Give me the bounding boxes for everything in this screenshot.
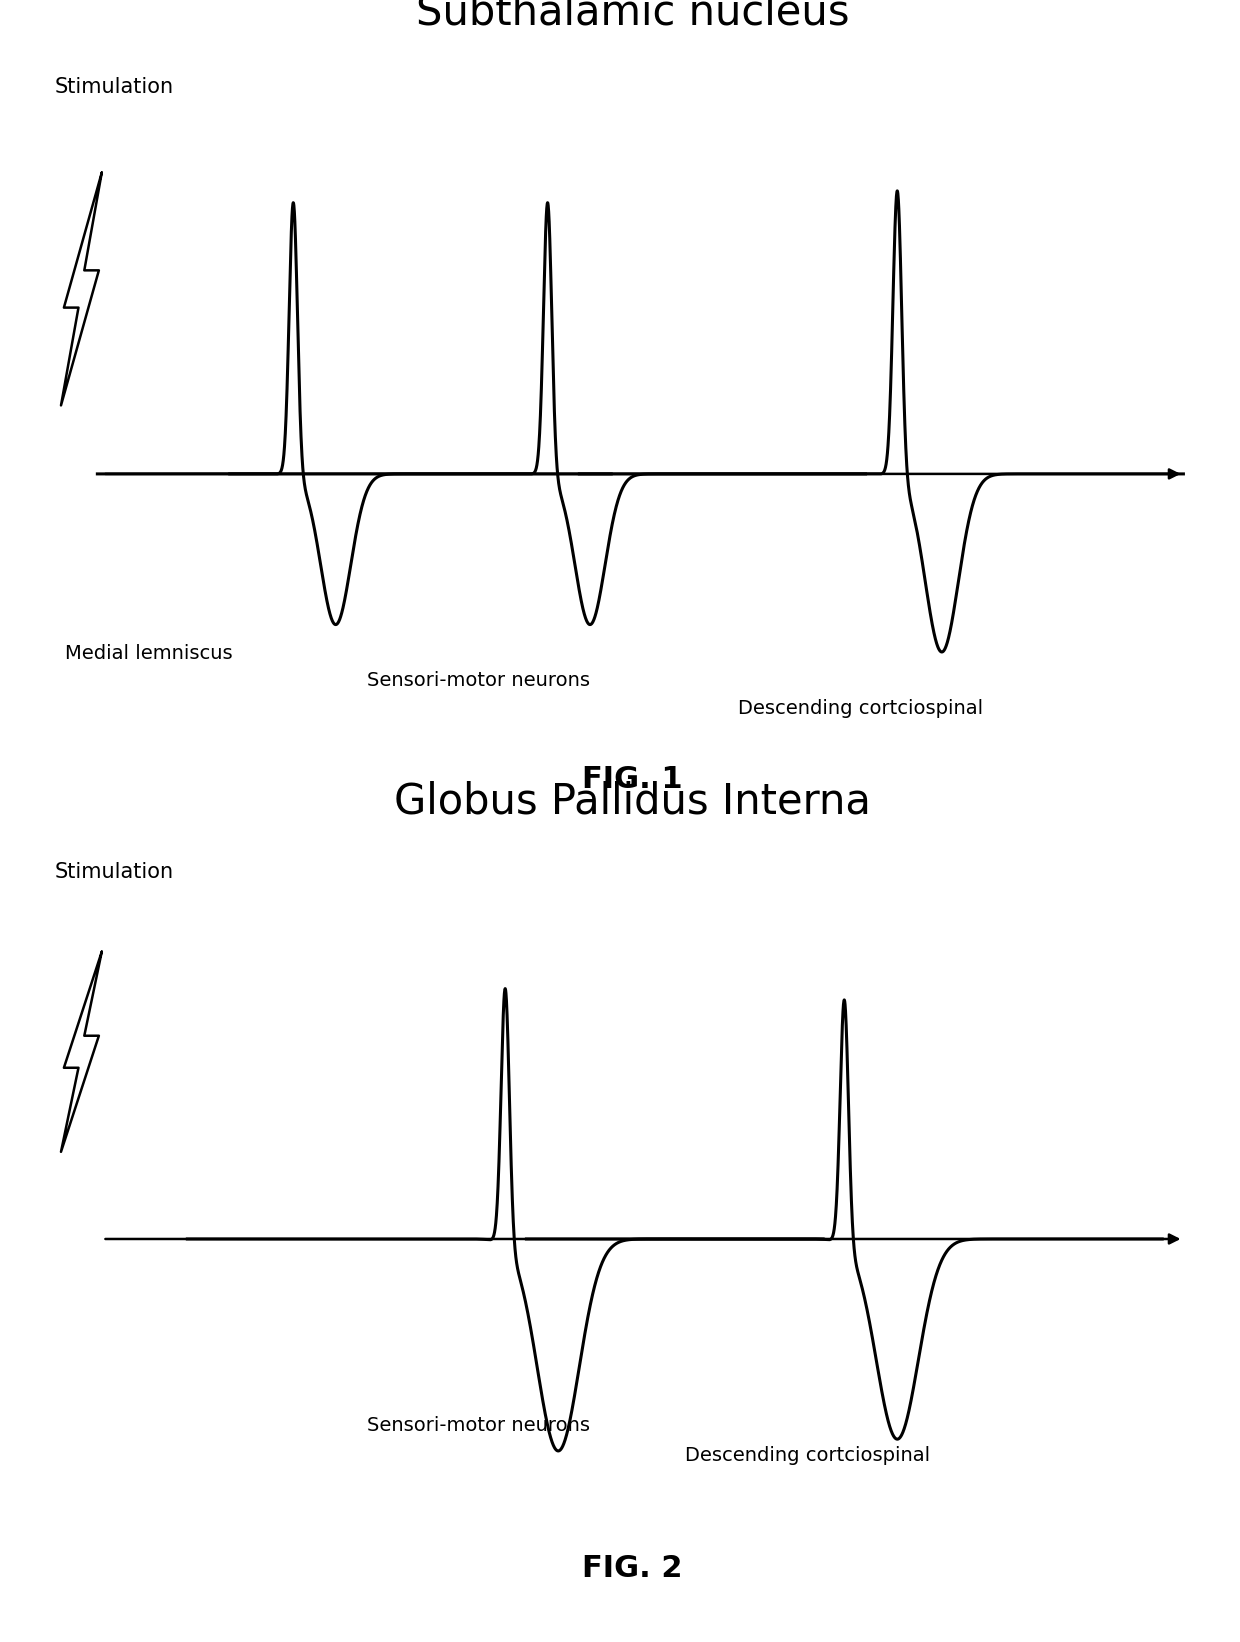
Text: Medial lemniscus: Medial lemniscus (66, 644, 233, 663)
Title: Globus Pallidus Interna: Globus Pallidus Interna (394, 780, 870, 823)
Text: Descending cortciospinal: Descending cortciospinal (738, 698, 983, 718)
Text: FIG. 2: FIG. 2 (582, 1555, 683, 1583)
Text: Sensori-motor neurons: Sensori-motor neurons (367, 672, 590, 690)
Text: Stimulation: Stimulation (55, 862, 174, 882)
Text: FIG. 1: FIG. 1 (582, 765, 683, 795)
Text: Sensori-motor neurons: Sensori-motor neurons (367, 1415, 590, 1435)
Text: Descending cortciospinal: Descending cortciospinal (686, 1447, 930, 1465)
Title: Subthalamic nucleus: Subthalamic nucleus (415, 0, 849, 33)
Text: Stimulation: Stimulation (55, 77, 174, 97)
